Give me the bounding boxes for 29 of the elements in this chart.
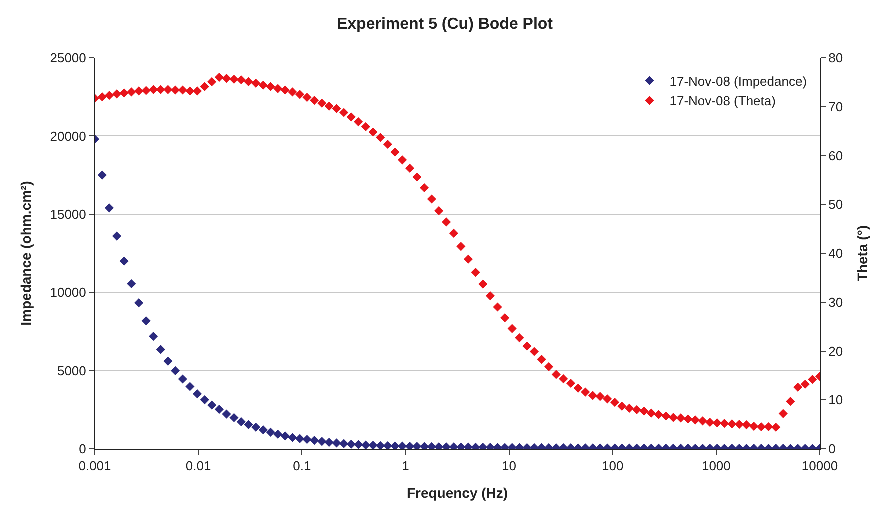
- y-tick-label: 10000: [50, 285, 86, 300]
- x-tick-label: 0.1: [293, 458, 312, 474]
- y2-tick-label: 80: [828, 50, 844, 66]
- y-tick-label: 25000: [50, 50, 86, 66]
- x-tick-label: 1: [402, 458, 410, 474]
- y2-axis-title: Theta (°): [854, 225, 870, 282]
- chart-title: Experiment 5 (Cu) Bode Plot: [336, 16, 554, 34]
- y2-tick-label: 40: [828, 246, 844, 262]
- y2-tick-label: 70: [828, 99, 844, 114]
- y-tick-label: 5000: [57, 363, 86, 378]
- x-tick-label: 100: [602, 458, 624, 474]
- x-tick-label: 10000: [802, 458, 838, 474]
- x-tick-label: 0.01: [186, 458, 212, 474]
- y2-tick-label: 30: [828, 294, 844, 310]
- legend-label: 17-Nov-08 (Theta): [670, 94, 776, 109]
- y-tick-label: 20000: [50, 128, 86, 144]
- y2-tick-label: 20: [828, 344, 844, 359]
- legend-label: 17-Nov-08 (Impedance): [670, 74, 808, 89]
- y-tick-label: 0: [79, 442, 86, 457]
- x-tick-label: 0.001: [78, 458, 112, 474]
- y-axis-title: Impedance (ohm.cm²): [18, 181, 34, 326]
- y2-tick-label: 60: [828, 148, 844, 164]
- y-tick-label: 15000: [50, 206, 86, 222]
- x-tick-label: 1000: [702, 458, 731, 474]
- y2-tick-label: 0: [828, 442, 836, 457]
- y2-tick-label: 50: [828, 197, 844, 212]
- x-axis-title: Frequency (Hz): [406, 484, 508, 501]
- y2-tick-label: 10: [828, 392, 844, 408]
- x-tick-label: 10: [502, 458, 517, 474]
